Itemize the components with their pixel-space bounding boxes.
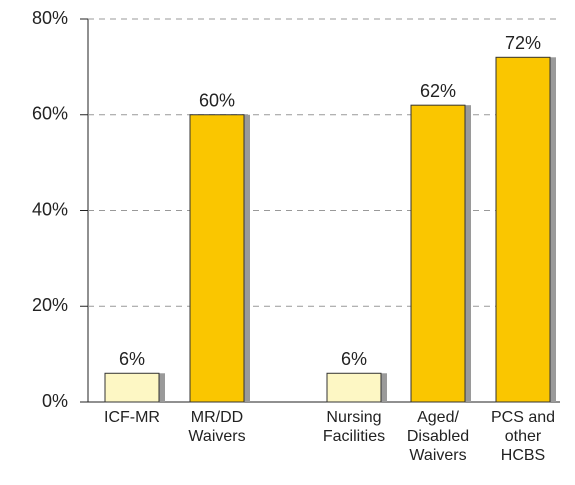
x-tick-label: Nursing Facilities xyxy=(323,409,385,445)
y-tick-label: 60% xyxy=(32,104,68,124)
bar xyxy=(189,114,245,403)
bar xyxy=(495,56,551,403)
y-tick-label: 40% xyxy=(32,199,68,219)
y-tick-label: 0% xyxy=(42,391,68,411)
bar xyxy=(326,372,382,403)
bar xyxy=(104,372,160,403)
value-label: 6% xyxy=(341,349,367,369)
x-tick-label: ICF-MR xyxy=(104,409,160,426)
y-tick-label: 20% xyxy=(32,295,68,315)
value-label: 62% xyxy=(420,81,456,101)
bar xyxy=(410,104,466,403)
value-label: 6% xyxy=(119,349,145,369)
value-label: 60% xyxy=(199,91,235,111)
y-tick-label: 80% xyxy=(32,8,68,28)
x-tick-label: MR/DD Waivers xyxy=(188,409,245,445)
x-tick-label: PCS and other HCBS xyxy=(491,409,555,464)
value-label: 72% xyxy=(505,33,541,53)
x-tick-label: Aged/Disabled Waivers xyxy=(407,409,469,464)
